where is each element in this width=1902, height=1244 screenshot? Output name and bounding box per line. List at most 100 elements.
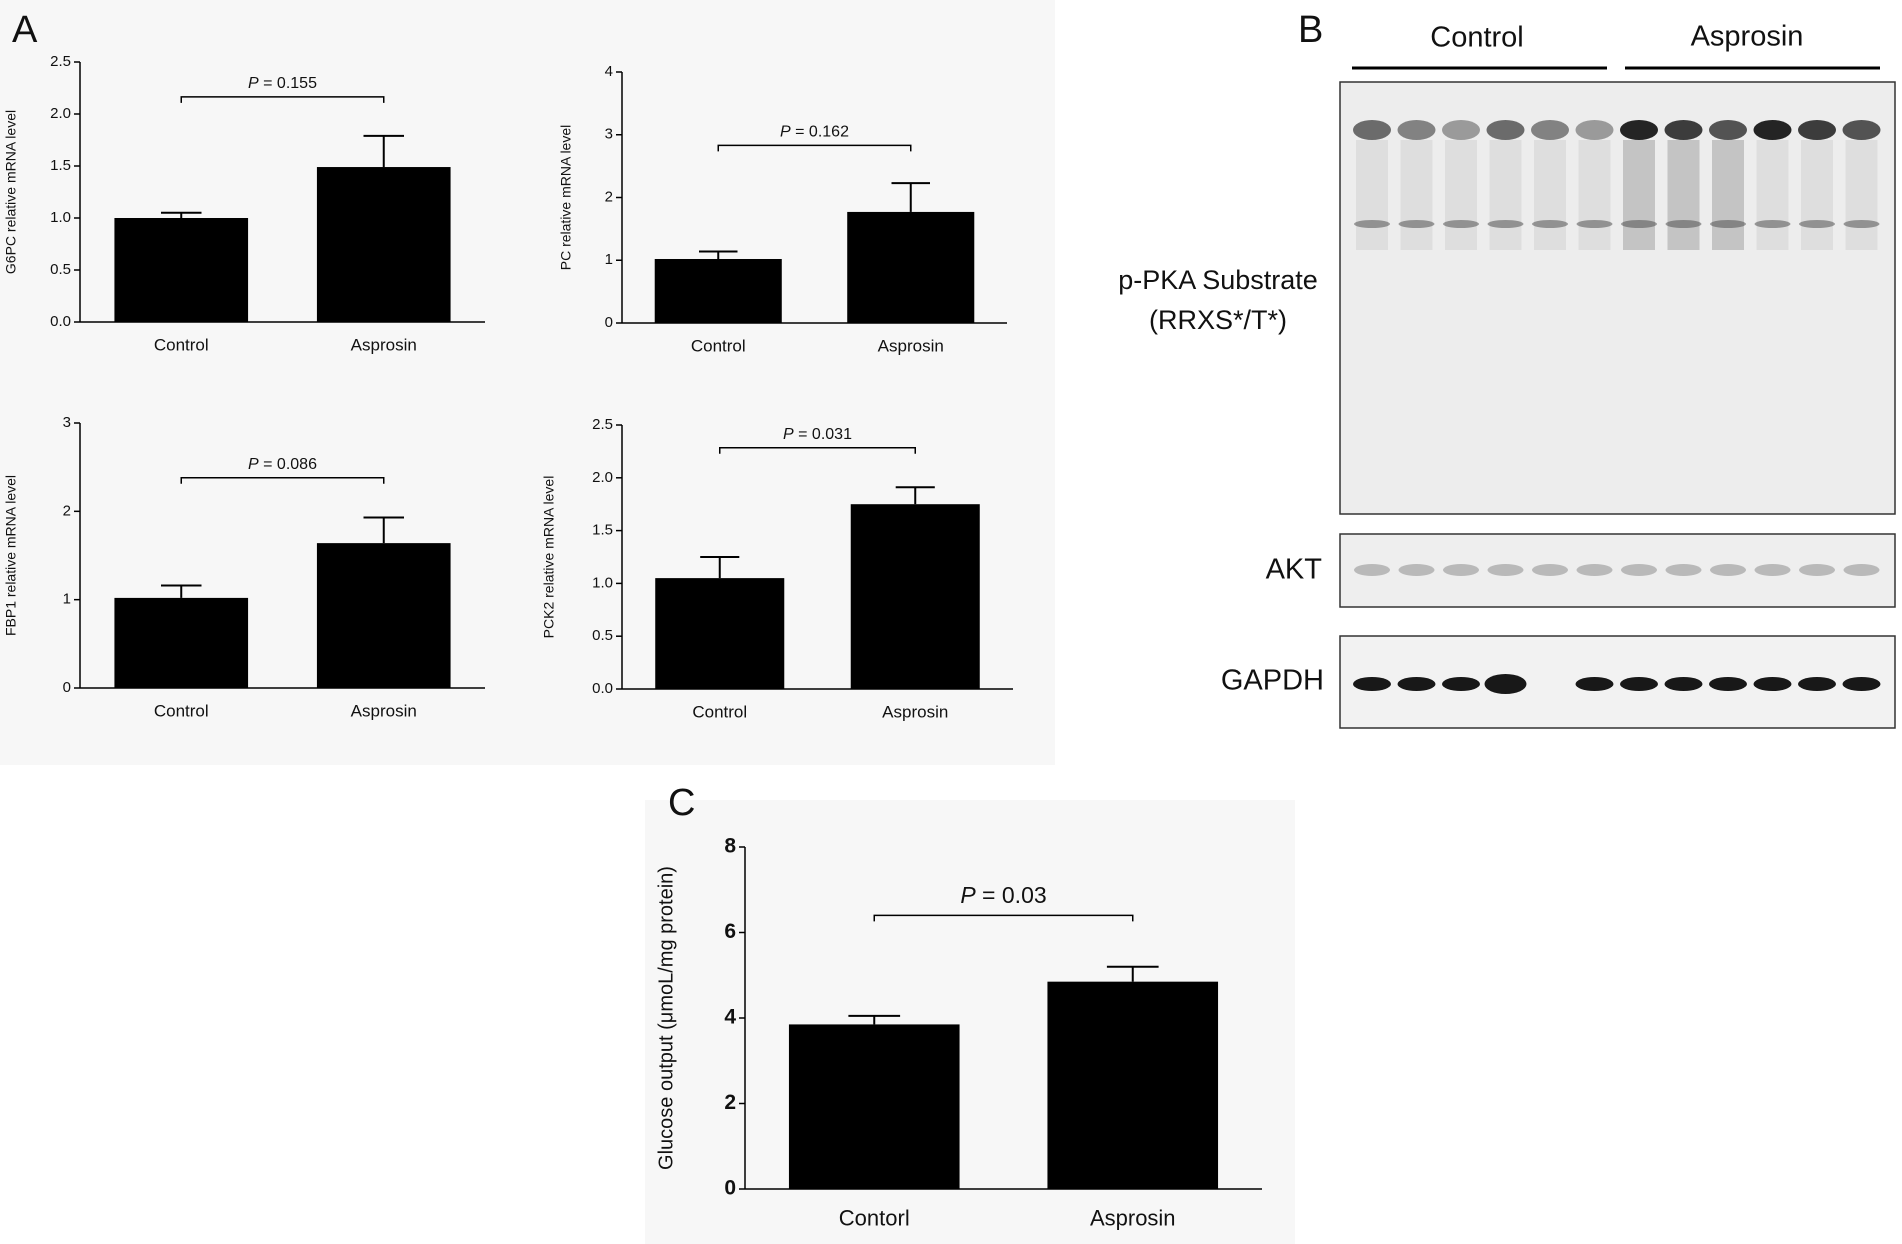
- y-axis-label: PCK2 relative mRNA level: [541, 476, 557, 639]
- y-tick-label: 1.0: [592, 574, 613, 591]
- band: [1798, 677, 1836, 691]
- blot-bands: [1353, 120, 1881, 694]
- y-axis-label: G6PC relative mRNA level: [3, 110, 19, 274]
- blot-group: Control: [1430, 22, 1524, 54]
- bar: [788, 1024, 960, 1189]
- band: [1843, 564, 1880, 576]
- significance-bracket: [180, 96, 385, 103]
- y-tick-label: 0.0: [50, 313, 71, 330]
- band: [1443, 220, 1479, 228]
- x-tick-label: Asprosin: [351, 335, 417, 354]
- band: [1354, 220, 1390, 228]
- y-tick-label: 2: [63, 502, 71, 519]
- blot-row-label: (RRXS*/T*): [1149, 305, 1287, 335]
- panel-label: C: [668, 782, 695, 824]
- band: [1442, 120, 1480, 140]
- band: [1397, 120, 1436, 140]
- y-axis-label: FBP1 relative mRNA level: [3, 475, 19, 636]
- band: [1753, 120, 1792, 140]
- y-tick-label: 2.0: [592, 469, 613, 486]
- y-tick-label: 0.0: [592, 680, 613, 697]
- band: [1443, 564, 1479, 576]
- bar: [654, 258, 782, 323]
- y-tick-label: 0: [63, 679, 71, 696]
- bar: [850, 504, 980, 689]
- smear: [1578, 140, 1611, 250]
- y-tick-label: 3: [63, 414, 71, 431]
- band: [1354, 564, 1390, 576]
- band: [1532, 564, 1568, 576]
- band: [1398, 220, 1435, 228]
- p-value-annotation: P = 0.031: [783, 426, 852, 443]
- smear: [1356, 140, 1388, 250]
- y-axis-label: Glucose output (μmoL/mg protein): [655, 866, 677, 1170]
- y-axis-label: PC relative mRNA level: [558, 125, 574, 271]
- p-value-annotation: P = 0.162: [780, 124, 849, 141]
- band: [1353, 120, 1391, 140]
- y-tick-label: 1: [63, 591, 71, 608]
- bar: [655, 578, 785, 689]
- blot-row-label: p-PKA Substrate: [1118, 265, 1318, 295]
- y-tick-label: 0: [605, 314, 613, 331]
- p-value-annotation: P = 0.086: [248, 456, 317, 473]
- band: [1531, 120, 1569, 140]
- band: [1487, 564, 1524, 576]
- band: [1664, 120, 1703, 140]
- x-tick-label: Asprosin: [351, 701, 417, 720]
- x-tick-label: Control: [691, 336, 746, 355]
- band: [1710, 220, 1746, 228]
- band: [1799, 564, 1835, 576]
- band: [1709, 120, 1747, 140]
- smear: [1712, 140, 1744, 250]
- blot-row-label: GAPDH: [1221, 665, 1324, 697]
- band: [1486, 120, 1525, 140]
- smear: [1845, 140, 1878, 250]
- band: [1709, 677, 1747, 691]
- band: [1710, 564, 1746, 576]
- y-tick-label: 0.5: [592, 627, 613, 644]
- band: [1753, 677, 1792, 691]
- x-tick-label: Contorl: [839, 1206, 910, 1231]
- y-tick-label: 1.5: [50, 157, 71, 174]
- smear: [1489, 140, 1522, 250]
- significance-bracket: [717, 144, 912, 152]
- x-tick-label: Asprosin: [1090, 1206, 1176, 1231]
- bar: [114, 218, 249, 322]
- y-tick-label: 0: [724, 1177, 736, 1200]
- smear: [1400, 140, 1433, 250]
- band: [1621, 220, 1657, 228]
- smear: [1623, 140, 1655, 250]
- band: [1576, 220, 1613, 228]
- band: [1487, 220, 1524, 228]
- y-tick-label: 4: [605, 63, 613, 80]
- x-tick-label: Asprosin: [878, 336, 944, 355]
- band: [1532, 220, 1568, 228]
- bar: [847, 211, 975, 323]
- y-tick-label: 2.5: [592, 416, 613, 433]
- band: [1398, 564, 1435, 576]
- band: [1620, 677, 1658, 691]
- band: [1575, 677, 1614, 691]
- band: [1754, 564, 1791, 576]
- panel-label: B: [1298, 9, 1323, 51]
- p-value-annotation: P = 0.03: [960, 882, 1046, 908]
- smear: [1534, 140, 1566, 250]
- blot-group: Asprosin: [1691, 21, 1804, 53]
- y-tick-label: 1.0: [50, 209, 71, 226]
- band: [1397, 677, 1436, 691]
- bar: [114, 597, 249, 688]
- y-tick-label: 2: [724, 1091, 736, 1114]
- x-tick-label: Control: [692, 702, 747, 721]
- band: [1576, 564, 1613, 576]
- bar: [316, 167, 451, 322]
- band: [1442, 677, 1480, 691]
- x-tick-label: Control: [154, 701, 209, 720]
- y-tick-label: 2: [605, 188, 613, 205]
- significance-bracket: [873, 914, 1134, 922]
- x-tick-label: Control: [154, 335, 209, 354]
- y-tick-label: 6: [724, 920, 736, 943]
- y-tick-label: 8: [724, 835, 736, 858]
- band: [1798, 120, 1836, 140]
- y-tick-label: 0.5: [50, 261, 71, 278]
